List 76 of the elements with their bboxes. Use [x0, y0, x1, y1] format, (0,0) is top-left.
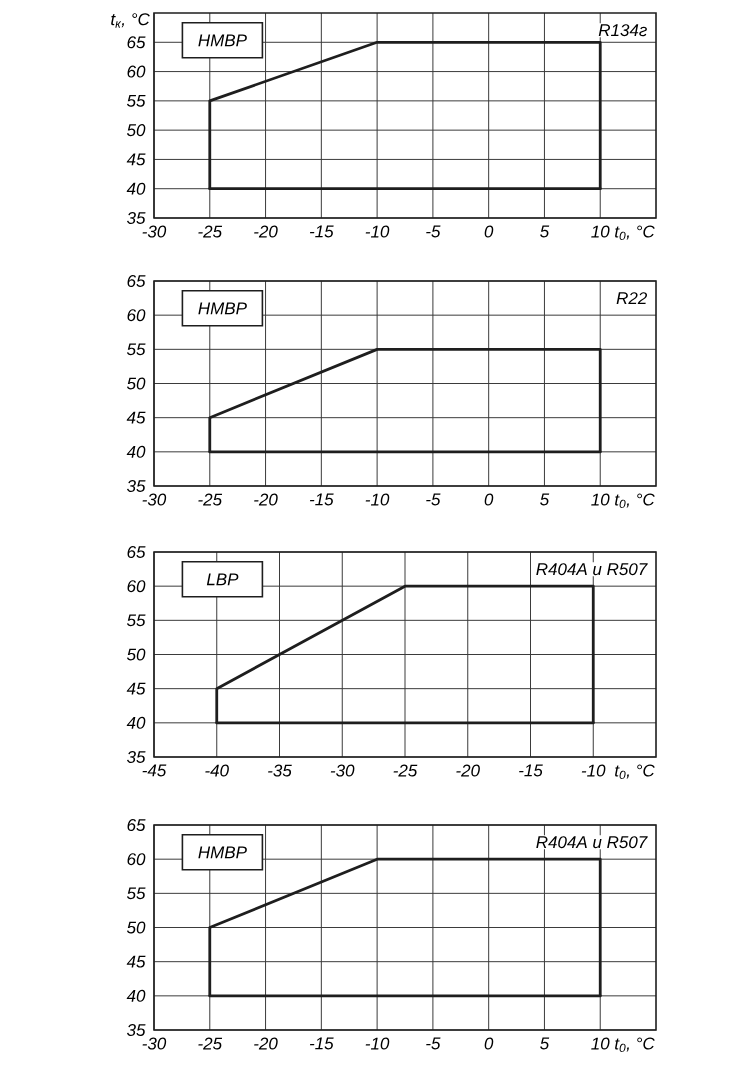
- y-tick-label: 50: [126, 377, 146, 390]
- x-axis-title: t$_{0}$, °C: [615, 764, 655, 780]
- x-tick-label: -5: [426, 1037, 441, 1050]
- x-tick-label: 0: [484, 1037, 494, 1050]
- annotation: R404A и R507: [536, 836, 648, 849]
- x-tick-label: -30: [142, 1037, 167, 1050]
- x-tick-label: 10: [591, 1037, 610, 1050]
- x-tick-label: 0: [484, 493, 494, 506]
- y-tick-label: 35: [126, 479, 146, 493]
- y-tick-label: 55: [126, 94, 146, 107]
- y-tick-label: 55: [126, 343, 146, 356]
- y-tick-label: 55: [126, 887, 146, 900]
- x-tick-label: -45: [142, 764, 167, 777]
- annotation: LBP: [206, 573, 239, 586]
- x-tick-label: -25: [198, 225, 223, 238]
- x-tick-label: -15: [309, 493, 334, 506]
- y-tick-label: 65: [127, 545, 146, 559]
- annotation: HMBP: [198, 34, 247, 47]
- x-axis-title: t$_{0}$, °C: [615, 1037, 655, 1053]
- y-tick-label: 55: [126, 614, 146, 627]
- x-tick-label: -10: [365, 493, 390, 506]
- x-tick-label: -30: [142, 225, 167, 238]
- x-tick-label: -20: [254, 225, 278, 238]
- x-tick-label: -20: [456, 764, 480, 777]
- x-tick-label: -25: [198, 1037, 223, 1050]
- x-tick-label: -10: [365, 1037, 390, 1050]
- y-tick-label: 45: [126, 682, 146, 695]
- y-tick-label: 40: [126, 445, 146, 458]
- x-tick-label: -30: [330, 764, 355, 777]
- x-tick-label: -35: [268, 764, 292, 777]
- y-tick-label: 50: [126, 921, 146, 934]
- annotation: R22: [616, 292, 648, 305]
- y-tick-label: 60: [127, 65, 146, 78]
- y-tick-label: 45: [126, 955, 146, 968]
- y-tick-label: 60: [127, 580, 146, 593]
- x-tick-label: 10: [591, 225, 610, 238]
- x-tick-label: -10: [365, 225, 390, 238]
- y-tick-label: 35: [126, 1023, 146, 1037]
- x-tick-label: -5: [426, 493, 441, 506]
- x-tick-label: -25: [198, 493, 223, 506]
- x-tick-label: 5: [540, 225, 550, 238]
- x-tick-label: 0: [484, 225, 494, 238]
- y-axis-title: t$_{к}$, °C: [111, 13, 150, 28]
- y-tick-label: 65: [127, 818, 146, 832]
- x-axis-title: t$_{0}$, °C: [615, 493, 655, 509]
- x-tick-label: -15: [309, 1037, 334, 1050]
- y-tick-label: 60: [127, 853, 146, 866]
- x-tick-label: -25: [393, 764, 418, 777]
- x-tick-label: 10: [591, 493, 610, 506]
- y-tick-label: 65: [127, 274, 146, 288]
- x-tick-label: -30: [142, 493, 167, 506]
- x-tick-label: -10: [581, 764, 606, 777]
- annotation: HMBP: [198, 302, 247, 315]
- y-tick-label: 50: [126, 648, 146, 661]
- annotation: R134г: [598, 24, 647, 37]
- annotation: HMBP: [198, 846, 247, 859]
- x-tick-label: -20: [254, 493, 278, 506]
- x-tick-label: -20: [254, 1037, 278, 1050]
- y-tick-label: 45: [126, 411, 146, 424]
- x-tick-label: -40: [205, 764, 229, 777]
- x-tick-label: 5: [540, 1037, 550, 1050]
- annotation: R404A и R507: [536, 563, 648, 576]
- x-tick-label: 5: [540, 493, 550, 506]
- y-tick-label: 60: [127, 309, 146, 322]
- y-tick-label: 40: [126, 989, 146, 1002]
- x-tick-label: -5: [426, 225, 441, 238]
- y-tick-label: 40: [126, 182, 146, 195]
- x-axis-title: t$_{0}$, °C: [615, 225, 655, 241]
- x-tick-label: -15: [309, 225, 334, 238]
- y-tick-label: 65: [127, 36, 146, 49]
- y-tick-label: 35: [126, 750, 146, 764]
- y-tick-label: 50: [126, 124, 146, 137]
- x-tick-label: -15: [519, 764, 543, 777]
- y-tick-label: 35: [126, 211, 146, 225]
- y-tick-label: 45: [126, 153, 146, 166]
- y-tick-label: 40: [126, 716, 146, 729]
